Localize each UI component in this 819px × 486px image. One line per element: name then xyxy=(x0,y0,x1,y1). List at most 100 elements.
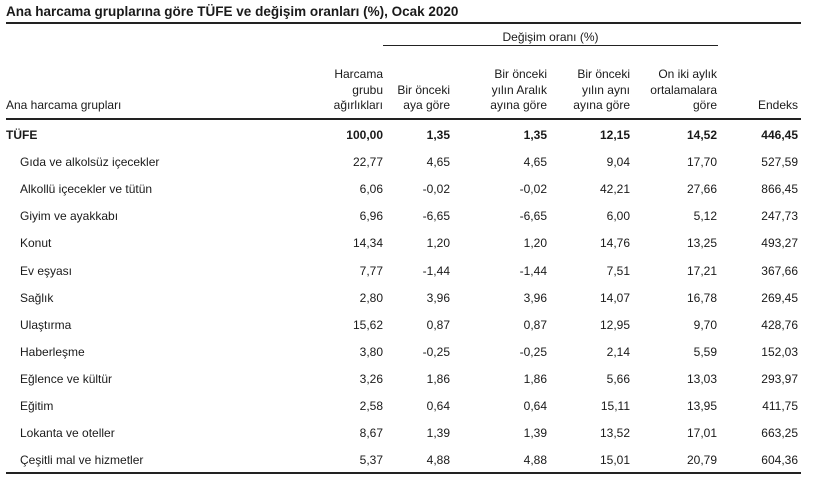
top-rule xyxy=(6,22,801,24)
cell-twelve-month: 27,66 xyxy=(686,182,717,197)
cell-index: 411,75 xyxy=(762,399,798,413)
bottom-rule xyxy=(6,472,801,474)
annual-header-line: yılın aynı xyxy=(581,82,630,97)
weight-header-line: Harcama xyxy=(334,67,383,81)
cell-weight: 6,06 xyxy=(359,182,383,197)
december-header-line: Bir önceki xyxy=(494,67,547,81)
annual-header-line: Bir önceki xyxy=(577,67,630,81)
index-column-header: Endeks xyxy=(758,98,798,114)
row-label: Alkollü içecekler ve tütün xyxy=(20,182,153,197)
cell-weight: 6,96 xyxy=(359,209,383,224)
table-row: Ev eşyası 7,77 -1,44 -1,44 7,51 17,21 367,66 xyxy=(0,264,819,282)
cell-december: 4,88 xyxy=(523,453,547,468)
category-column-header: Ana harcama grupları xyxy=(6,98,122,112)
cell-december: 0,87 xyxy=(523,317,547,332)
cell-monthly: 4,88 xyxy=(426,453,450,468)
cell-index: 269,45 xyxy=(761,290,798,305)
twelve-month-column-header: On iki aylık ortalamalara göre xyxy=(650,67,717,114)
cell-twelve-month: 5,12 xyxy=(693,209,717,224)
cell-index: 367,66 xyxy=(761,263,798,278)
row-label: Ulaştırma xyxy=(20,317,72,332)
row-label: Giyim ve ayakkabı xyxy=(20,209,119,224)
cell-december: -0,25 xyxy=(519,344,547,359)
table-row: Giyim ve ayakkabı 6,96 -6,65 -6,65 6,00 5,12 2… xyxy=(0,209,819,227)
weight-column-header: Harcama grubu ağırlıkları xyxy=(334,67,383,114)
cell-weight: 15,62 xyxy=(352,317,383,332)
row-label: Çeşitli mal ve hizmetler xyxy=(20,453,144,468)
cell-weight: 8,67 xyxy=(359,426,383,441)
change-group-rule xyxy=(383,45,718,46)
cell-index: 247,73 xyxy=(761,209,798,224)
cell-index: 604,36 xyxy=(761,453,798,468)
table-title: Ana harcama gruplarına göre TÜFE ve deği… xyxy=(6,4,459,19)
cell-weight: 2,80 xyxy=(359,290,383,305)
cell-annual: 12,15 xyxy=(599,128,630,142)
cell-weight: 7,77 xyxy=(359,263,383,278)
row-label: Haberleşme xyxy=(20,344,85,359)
cell-weight: 14,34 xyxy=(352,236,383,251)
cell-monthly: 3,96 xyxy=(426,290,450,305)
cell-index: 866,45 xyxy=(761,182,798,197)
table-row: Konut 14,34 1,20 1,20 14,76 13,25 493,27 xyxy=(0,236,819,254)
cell-annual: 15,01 xyxy=(599,453,630,468)
cell-december: -0,02 xyxy=(519,182,547,197)
cell-monthly: 1,39 xyxy=(426,426,450,441)
cell-monthly: -1,44 xyxy=(422,263,450,278)
cell-december: 0,64 xyxy=(523,399,547,413)
cell-monthly: -6,65 xyxy=(422,209,450,224)
cell-annual: 15,11 xyxy=(600,399,630,413)
cell-monthly: 0,87 xyxy=(426,317,450,332)
monthly-header-line: Bir önceki xyxy=(397,82,450,97)
total-row: TÜFE 100,00 1,35 1,35 12,15 14,52 446,45 xyxy=(0,128,819,146)
cell-december: 3,96 xyxy=(523,290,547,305)
cell-twelve-month: 9,70 xyxy=(693,317,717,332)
row-label: Eğitim xyxy=(20,399,54,413)
table-row: Çeşitli mal ve hizmetler 5,37 4,88 4,88 15,0… xyxy=(0,453,819,471)
cell-monthly: -0,02 xyxy=(422,182,450,197)
cell-index: 152,03 xyxy=(761,344,798,359)
cell-twelve-month: 17,21 xyxy=(686,263,717,278)
cell-index: 493,27 xyxy=(761,236,798,251)
table-row: Haberleşme 3,80 -0,25 -0,25 2,14 5,59 152,03 xyxy=(0,345,819,363)
annual-header-line: ayına göre xyxy=(573,98,630,112)
cell-annual: 9,04 xyxy=(606,155,630,170)
cell-twelve-month: 13,25 xyxy=(686,236,717,251)
december-header-line: ayına göre xyxy=(490,98,547,112)
cell-twelve-month: 17,01 xyxy=(686,426,717,441)
row-label: Ev eşyası xyxy=(20,263,73,278)
cell-december: -1,44 xyxy=(519,263,547,278)
row-label: Eğlence ve kültür xyxy=(20,371,113,386)
cell-index: 428,76 xyxy=(761,317,798,332)
cell-december: 1,20 xyxy=(523,236,547,251)
cell-december: -6,65 xyxy=(519,209,547,224)
cell-monthly: -0,25 xyxy=(422,344,450,359)
cell-monthly: 4,65 xyxy=(426,155,450,170)
table-row: Eğlence ve kültür 3,26 1,86 1,86 5,66 13,03 29… xyxy=(0,372,819,390)
cell-index: 293,97 xyxy=(761,371,798,386)
cell-december: 1,39 xyxy=(523,426,547,441)
change-group-header: Değişim oranı (%) xyxy=(502,30,599,44)
twelve_month-header-line: On iki aylık xyxy=(658,67,717,81)
cell-weight: 3,26 xyxy=(359,371,383,386)
cell-twelve-month: 13,03 xyxy=(686,371,717,386)
cell-annual: 2,14 xyxy=(606,344,630,359)
cell-annual: 7,51 xyxy=(606,263,630,278)
cell-index: 663,25 xyxy=(761,426,798,441)
cell-annual: 5,66 xyxy=(606,371,630,386)
weight-header-line: grubu xyxy=(352,82,383,97)
cell-twelve-month: 13,95 xyxy=(686,399,717,413)
cell-twelve-month: 17,70 xyxy=(686,155,717,170)
cell-annual: 13,52 xyxy=(599,426,630,441)
december-column-header: Bir önceki yılın Aralık ayına göre xyxy=(490,67,547,114)
weight-header-line: ağırlıkları xyxy=(333,98,383,112)
cell-december: 1,35 xyxy=(523,128,547,142)
cell-weight: 2,58 xyxy=(359,399,383,413)
table-row: Lokanta ve oteller 8,67 1,39 1,39 13,52 17,01… xyxy=(0,426,819,444)
cell-weight: 22,77 xyxy=(352,155,383,170)
table-row: Gıda ve alkolsüz içecekler 22,77 4,65 4,65 9… xyxy=(0,155,819,173)
row-label: Konut xyxy=(20,236,52,251)
table-row: Eğitim 2,58 0,64 0,64 15,11 13,95 411,75 xyxy=(0,399,819,417)
cell-annual: 14,76 xyxy=(599,236,630,251)
december-header-line: yılın Aralık xyxy=(491,82,547,97)
cell-annual: 12,95 xyxy=(599,317,630,332)
